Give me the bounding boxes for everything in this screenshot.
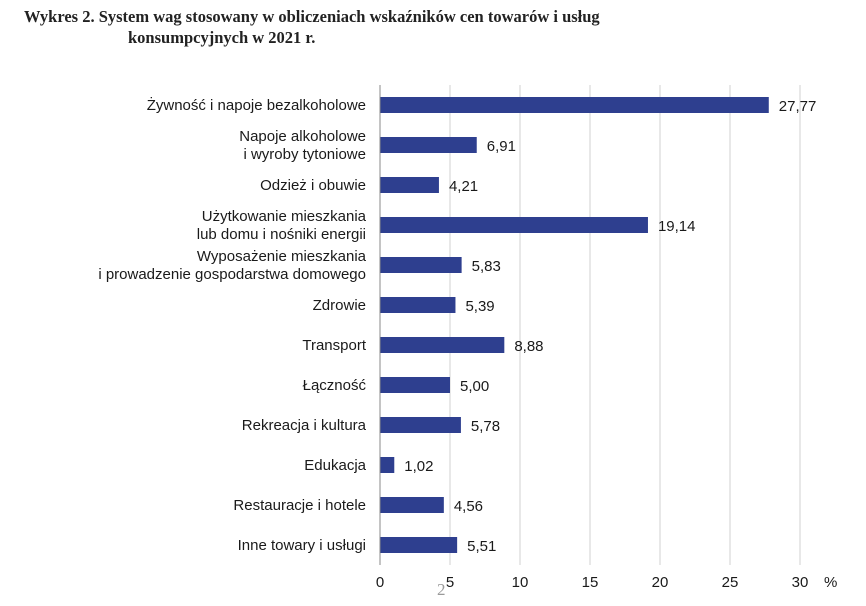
x-tick-label: 30 [792, 574, 809, 591]
chart-title-line2: konsumpcyjnych w 2021 r. [128, 28, 316, 47]
bar [380, 457, 395, 473]
value-label: 5,83 [472, 258, 501, 275]
category-label: Użytkowanie mieszkania lub domu i nośniki… [197, 208, 367, 243]
x-unit-label: % [824, 574, 837, 591]
x-tick-label: 20 [652, 574, 669, 591]
bar [380, 257, 462, 273]
value-label: 19,14 [658, 218, 696, 235]
bar [380, 217, 648, 233]
bar [380, 137, 477, 153]
category-label: Transport [302, 337, 366, 354]
value-label: 5,39 [465, 298, 494, 315]
bar [380, 377, 450, 393]
bar [380, 177, 439, 193]
x-tick-label: 25 [722, 574, 739, 591]
category-label: Restauracje i hotele [233, 497, 366, 514]
category-label: Rekreacja i kultura [242, 417, 367, 434]
chart-title: Wykres 2. System wag stosowany w oblicze… [24, 6, 744, 48]
value-label: 4,21 [449, 178, 478, 195]
category-label: Łączność [303, 377, 367, 394]
x-tick-label: 0 [376, 574, 384, 591]
bar [380, 417, 461, 433]
value-label: 5,51 [467, 538, 496, 555]
value-label: 6,91 [487, 138, 516, 155]
chart-title-line1: Wykres 2. System wag stosowany w oblicze… [24, 7, 600, 26]
bar [380, 337, 505, 353]
value-label: 27,77 [779, 98, 817, 115]
category-label: Napoje alkoholowe i wyroby tytoniowe [239, 128, 366, 163]
category-label: Edukacja [304, 457, 366, 474]
bar [380, 97, 769, 113]
bar [380, 537, 458, 553]
category-label: Zdrowie [313, 297, 366, 314]
x-tick-label: 10 [512, 574, 529, 591]
value-label: 1,02 [404, 458, 433, 475]
x-tick-label: 15 [582, 574, 599, 591]
bar [380, 297, 456, 313]
category-label: Żywność i napoje bezalkoholowe [147, 96, 366, 114]
value-label: 4,56 [454, 498, 483, 515]
x-tick-label: 5 [446, 574, 454, 591]
value-label: 5,78 [471, 418, 500, 435]
category-label: Wyposażenie mieszkania i prowadzenie gosp… [98, 248, 366, 283]
value-label: 5,00 [460, 378, 489, 395]
page-number: 2 [437, 580, 446, 599]
category-label: Inne towary i usługi [238, 537, 366, 554]
value-label: 8,88 [514, 338, 543, 355]
bar [380, 497, 444, 513]
category-label: Odzież i obuwie [260, 177, 366, 194]
